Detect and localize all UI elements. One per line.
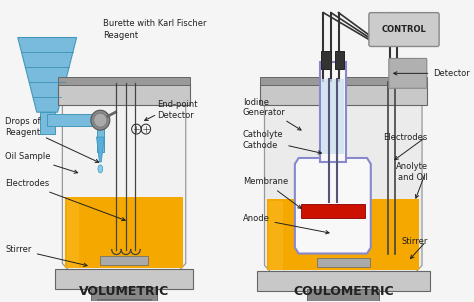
FancyBboxPatch shape	[369, 13, 439, 47]
Text: Electrodes: Electrodes	[5, 179, 125, 221]
Bar	[91, 288, 157, 301]
Bar	[319, 63, 346, 162]
Bar	[97, 126, 104, 152]
Bar	[269, 201, 283, 271]
Text: Burette with Karl Fischer: Burette with Karl Fischer	[103, 19, 207, 27]
Polygon shape	[18, 37, 77, 112]
Bar	[58, 77, 191, 85]
Text: Anolyte: Anolyte	[396, 162, 428, 172]
Circle shape	[94, 113, 107, 127]
Text: Stirrer: Stirrer	[5, 245, 87, 266]
Polygon shape	[295, 158, 371, 253]
Bar	[307, 289, 379, 302]
Bar	[55, 269, 193, 289]
Text: Stirrer: Stirrer	[401, 237, 428, 246]
Text: Detector: Detector	[157, 111, 194, 120]
Polygon shape	[63, 87, 186, 271]
Bar	[58, 83, 191, 105]
Text: Detector: Detector	[433, 69, 470, 78]
Ellipse shape	[98, 165, 103, 173]
Bar	[321, 79, 344, 154]
Bar	[260, 83, 427, 105]
Bar	[335, 51, 344, 69]
Text: Membrane: Membrane	[243, 177, 301, 208]
Bar	[40, 112, 55, 134]
Bar	[315, 301, 372, 302]
Bar	[67, 199, 79, 268]
Bar	[321, 51, 331, 69]
Text: Reagent: Reagent	[103, 31, 138, 40]
Text: Oil Sample: Oil Sample	[5, 153, 78, 173]
Bar	[65, 197, 183, 268]
FancyBboxPatch shape	[389, 58, 427, 88]
Bar	[100, 255, 148, 265]
Text: COULOMETRIC: COULOMETRIC	[293, 285, 393, 298]
Bar	[257, 271, 429, 291]
Bar	[98, 299, 151, 302]
Text: Iodine
Generator: Iodine Generator	[243, 98, 301, 130]
Text: VOLUMETRIC: VOLUMETRIC	[79, 285, 169, 298]
Bar	[47, 114, 95, 126]
Bar	[267, 199, 419, 271]
Circle shape	[91, 110, 110, 130]
Text: End-point: End-point	[157, 100, 198, 109]
Bar	[260, 77, 427, 85]
Text: Anode: Anode	[243, 214, 329, 234]
Polygon shape	[264, 87, 422, 273]
Text: CONTROL: CONTROL	[382, 25, 427, 34]
Text: and Oil: and Oil	[398, 173, 428, 182]
Polygon shape	[97, 137, 104, 162]
Text: Drops of
Reagent: Drops of Reagent	[5, 117, 99, 162]
Bar	[317, 258, 370, 268]
Text: Electrodes: Electrodes	[383, 133, 428, 142]
Text: Catholyte
Cathode: Catholyte Cathode	[243, 130, 321, 154]
Bar	[301, 204, 365, 218]
